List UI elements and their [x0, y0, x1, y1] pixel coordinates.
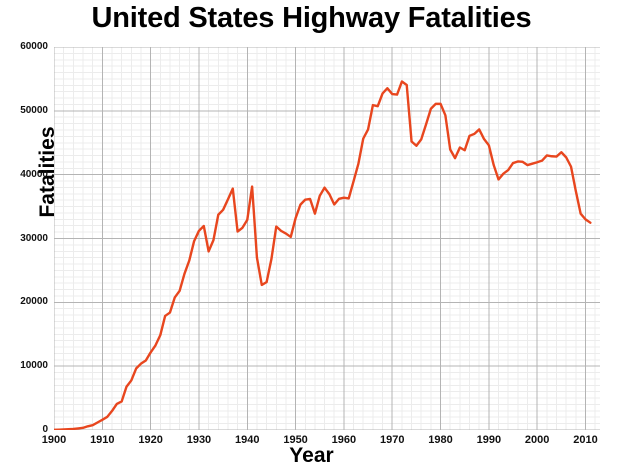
y-tick-label: 60000 — [20, 41, 48, 52]
data-series-group — [54, 80, 592, 430]
major-gridlines — [54, 47, 600, 430]
series-line — [54, 80, 592, 430]
plot-area — [54, 47, 600, 430]
y-tick-label: 10000 — [20, 360, 48, 372]
y-tick-label: 0 — [42, 424, 48, 435]
y-tick-label: 20000 — [20, 296, 48, 308]
chart-canvas — [54, 47, 600, 430]
chart-title: United States Highway Fatalities — [91, 2, 532, 34]
x-axis-label: Year — [289, 444, 334, 467]
